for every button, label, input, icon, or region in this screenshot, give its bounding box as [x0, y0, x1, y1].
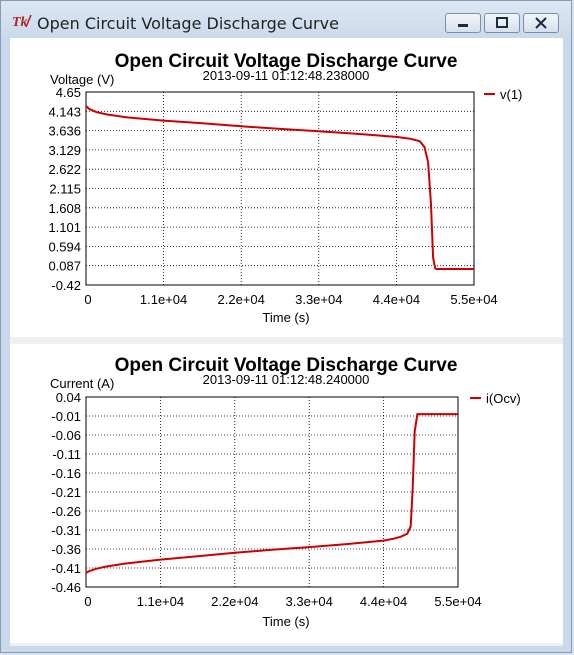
client-area: Open Circuit Voltage Discharge Curve 201… — [10, 38, 563, 646]
y-tick-label: 1.608 — [48, 201, 81, 216]
x-axis-label: Time (s) — [262, 310, 309, 325]
y-tick-label: 0.594 — [48, 239, 81, 254]
y-tick-label: 0.087 — [48, 259, 81, 274]
series-line — [85, 413, 458, 574]
x-tick-label: 0 — [84, 594, 91, 609]
y-tick-label: -0.31 — [51, 523, 81, 538]
chart-title: Open Circuit Voltage Discharge Curve — [115, 355, 458, 376]
y-tick-label: -0.26 — [51, 504, 81, 519]
plot-frame — [85, 91, 475, 286]
current-chart: Open Circuit Voltage Discharge Curve 201… — [50, 355, 521, 629]
voltage-chart-panel: Open Circuit Voltage Discharge Curve 201… — [10, 38, 563, 337]
close-button[interactable] — [523, 13, 559, 33]
y-tick-label: 3.129 — [48, 143, 81, 158]
x-tick-label: 2.2e+04 — [218, 292, 265, 307]
tk-feather-icon: Tk — [12, 14, 32, 29]
y-tick-label: -0.11 — [52, 447, 81, 462]
x-tick-label: 1.1e+04 — [137, 594, 184, 609]
x-tick-label: 5.5e+04 — [450, 292, 497, 307]
y-tick-label: 1.101 — [48, 220, 81, 235]
x-tick-label: 3.3e+04 — [286, 594, 333, 609]
x-axis-label: Time (s) — [262, 614, 309, 629]
chart-title: Open Circuit Voltage Discharge Curve — [115, 51, 458, 72]
chart-subtitle: 2013-09-11 01:12:48.238000 — [203, 68, 370, 83]
x-tick-label: 2.2e+04 — [211, 594, 258, 609]
x-tick-label: 5.5e+04 — [434, 594, 481, 609]
x-tick-label: 1.1e+04 — [140, 292, 187, 307]
x-tick-label: 4.4e+04 — [373, 292, 420, 307]
maximize-button[interactable] — [484, 13, 520, 33]
x-tick-label: 3.3e+04 — [295, 292, 342, 307]
y-tick-label: -0.01 — [51, 409, 81, 424]
plot-frame — [85, 396, 459, 588]
y-tick-label: -0.42 — [51, 278, 81, 293]
minimize-icon — [458, 24, 468, 27]
voltage-chart: Open Circuit Voltage Discharge Curve 201… — [48, 51, 522, 325]
y-tick-label: -0.21 — [51, 485, 81, 500]
y-axis-label: Current (A) — [50, 376, 114, 391]
x-tick-label: 0 — [84, 292, 91, 307]
y-tick-label: 2.622 — [48, 162, 81, 177]
title-bar[interactable]: Tk Open Circuit Voltage Discharge Curve — [1, 1, 573, 37]
close-icon — [535, 17, 547, 29]
window-title: Open Circuit Voltage Discharge Curve — [37, 14, 339, 33]
y-tick-label: 2.115 — [49, 182, 81, 197]
y-axis-label: Voltage (V) — [50, 72, 114, 87]
y-tick-label: 3.636 — [48, 124, 81, 139]
x-tick-label: 4.4e+04 — [360, 594, 407, 609]
y-tick-label: -0.16 — [51, 466, 81, 481]
y-tick-label: 0.04 — [56, 390, 81, 405]
y-tick-label: 4.143 — [48, 104, 81, 119]
legend-label: i(Ocv) — [486, 391, 521, 406]
y-tick-label: 4.65 — [56, 85, 81, 100]
maximize-icon — [496, 17, 508, 28]
y-tick-label: -0.36 — [51, 542, 81, 557]
current-chart-panel: Open Circuit Voltage Discharge Curve 201… — [10, 344, 563, 643]
minimize-button[interactable] — [445, 13, 481, 33]
svg-text:Tk: Tk — [12, 15, 28, 29]
legend-label: v(1) — [500, 87, 522, 102]
chart-subtitle: 2013-09-11 01:12:48.240000 — [203, 372, 370, 387]
y-tick-label: -0.46 — [51, 580, 81, 595]
series-line — [85, 105, 474, 270]
y-tick-label: -0.41 — [51, 561, 81, 576]
y-tick-label: -0.06 — [51, 428, 81, 443]
